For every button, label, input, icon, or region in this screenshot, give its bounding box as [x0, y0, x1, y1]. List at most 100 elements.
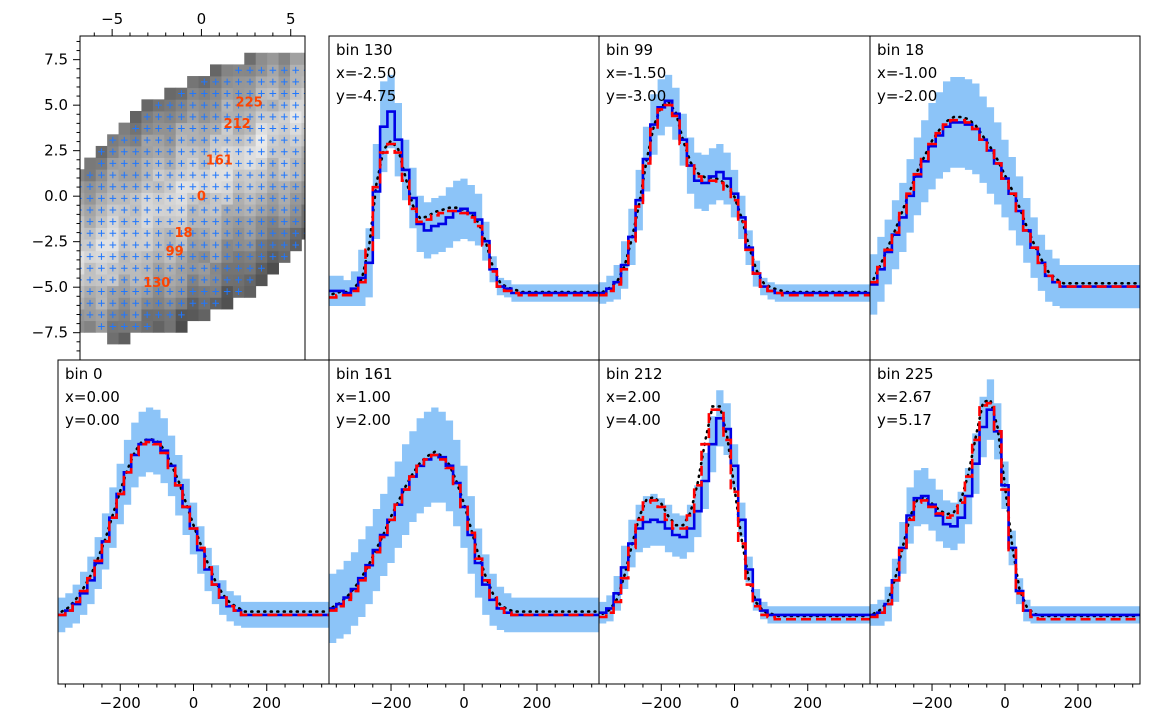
spectrum-panel: bin 130 x=-2.50 y=-4.75 [328, 35, 600, 361]
bin-center-marker [280, 171, 288, 179]
x-tick-label: 200 [252, 694, 281, 712]
bin-center-marker [155, 288, 162, 295]
bin-center-marker [292, 136, 300, 144]
bin-center-marker [80, 221, 82, 223]
map-bin-cell [301, 110, 305, 124]
bin-center-marker [109, 148, 117, 156]
bin-center-marker [155, 113, 162, 121]
bin-center-marker [280, 206, 288, 214]
x-tick-label: 200 [1064, 694, 1093, 712]
bin-center-marker [212, 101, 220, 109]
bin-center-marker [98, 206, 105, 214]
bin-center-marker [132, 148, 140, 156]
bin-center-marker [109, 195, 117, 202]
map-y-tick-label: −2.5 [32, 233, 68, 251]
map-bin-label: 18 [175, 226, 193, 241]
bin-center-marker [86, 311, 94, 319]
bin-center-marker [235, 66, 242, 74]
bin-center-marker [98, 160, 105, 167]
bin-center-marker [258, 101, 265, 109]
model-step-line [58, 440, 329, 617]
map-x-tick-label: −5 [101, 10, 123, 28]
map-bin-cell [301, 64, 305, 77]
bin-center-marker [132, 183, 140, 191]
bin-center-marker [212, 230, 220, 237]
map-bin-cell [301, 169, 305, 182]
bin-center-marker [280, 125, 288, 132]
bin-center-marker [98, 171, 105, 179]
bin-center-marker [235, 136, 242, 144]
panel-x-label: x=2.00 [606, 388, 661, 406]
bin-center-marker [166, 195, 174, 202]
map-bin-cell [141, 99, 154, 112]
map-bin-cell [80, 239, 85, 252]
map-bin-cell [244, 52, 257, 65]
bin-center-marker [212, 90, 220, 97]
x-tick-label: 0 [189, 694, 199, 712]
bin-center-marker [258, 230, 265, 237]
bin-center-marker [120, 264, 128, 272]
bin-center-marker [200, 183, 208, 191]
bin-center-marker [166, 299, 174, 307]
bin-center-marker [246, 230, 254, 237]
bin-center-marker [223, 113, 231, 121]
bin-center-marker [212, 136, 220, 144]
bin-center-marker [178, 90, 185, 97]
bin-center-marker [235, 218, 242, 225]
bin-center-marker [98, 241, 105, 249]
bin-center-marker [246, 160, 254, 167]
bin-center-marker [178, 206, 185, 214]
map-bin-cell [301, 87, 305, 100]
bin-center-marker [258, 264, 265, 272]
panel-x-label: x=0.00 [65, 388, 120, 406]
bin-center-marker [223, 101, 231, 109]
bin-center-marker [280, 160, 288, 167]
spectrum-panel: bin 99 x=-1.50 y=-3.00 [598, 35, 871, 361]
bin-center-marker [189, 183, 197, 191]
dotted-model-line [331, 138, 597, 296]
bin-center-marker [269, 148, 277, 156]
map-bin-cell [80, 285, 85, 298]
bin-center-marker [235, 125, 242, 132]
bin-center-marker [269, 101, 277, 109]
bin-center-marker [155, 218, 162, 225]
bin-center-marker [178, 171, 185, 179]
bin-center-marker [189, 136, 197, 144]
bin-center-marker [80, 186, 82, 188]
bin-center-marker [200, 288, 208, 295]
bin-center-marker [189, 241, 197, 249]
bin-center-marker [258, 90, 265, 97]
bin-center-marker [200, 90, 208, 97]
bin-center-marker [223, 230, 231, 237]
bin-center-marker [166, 264, 174, 272]
bin-center-marker [109, 288, 117, 295]
bin-center-marker [292, 195, 300, 202]
bin-center-marker [109, 276, 117, 284]
bin-center-marker [86, 218, 94, 225]
bin-center-marker [189, 299, 197, 307]
panel-bin-label: bin 18 [877, 41, 924, 59]
bin-center-marker [155, 299, 162, 307]
bin-center-marker [98, 288, 105, 295]
bin-center-marker [98, 276, 105, 284]
map-bin-label: 161 [206, 153, 233, 168]
bin-center-marker [246, 206, 254, 214]
bin-center-marker [223, 90, 231, 97]
bin-center-marker [178, 195, 185, 202]
bin-center-marker [166, 183, 174, 191]
bin-center-marker [120, 160, 128, 167]
bin-center-marker [212, 218, 220, 225]
bin-center-marker [80, 302, 82, 304]
map-bin-cell [187, 309, 199, 322]
bin-center-marker [223, 148, 231, 156]
bin-center-marker [155, 101, 162, 109]
bin-center-marker [120, 183, 128, 191]
bin-center-marker [200, 125, 208, 132]
bin-center-marker [98, 311, 105, 319]
bin-center-marker [120, 299, 128, 307]
bin-center-marker [178, 160, 185, 167]
map-bin-cell [210, 64, 222, 77]
panel-y-label: y=-4.75 [336, 87, 396, 105]
spectrum-panel: bin 212 x=2.00 y=4.00 −200 0 200 [598, 359, 871, 712]
map-bin-cell [221, 64, 234, 77]
